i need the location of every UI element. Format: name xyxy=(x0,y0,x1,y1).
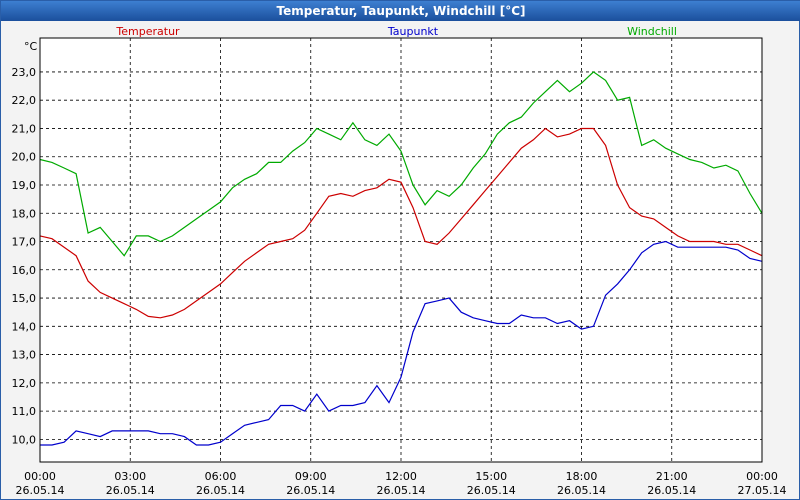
y-tick-label: 12,0 xyxy=(12,377,37,390)
y-tick-label: 18,0 xyxy=(12,207,37,220)
x-tick-time: 12:00 xyxy=(385,470,417,483)
y-tick-label: 17,0 xyxy=(12,236,37,249)
y-tick-label: 22,0 xyxy=(12,94,37,107)
x-tick-time: 00:00 xyxy=(24,470,56,483)
legend-temperatur: Temperatur xyxy=(115,25,180,38)
y-axis-unit: °C xyxy=(24,40,38,53)
title-bar: Temperatur, Taupunkt, Windchill [°C] xyxy=(1,1,800,21)
y-tick-label: 19,0 xyxy=(12,179,37,192)
x-axis: 00:0026.05.1403:0026.05.1406:0026.05.140… xyxy=(16,470,787,497)
legend: Temperatur Taupunkt Windchill xyxy=(115,25,677,38)
x-tick-time: 03:00 xyxy=(114,470,146,483)
series-line-taupunkt xyxy=(40,240,763,446)
series-lines xyxy=(39,71,763,446)
x-tick-date: 26.05.14 xyxy=(377,484,426,497)
series-line-temperatur xyxy=(39,127,763,319)
y-axis: 10,0 11,0 12,0 13,0 14,0 15,0 16,0 17,0 18,0 19,0… xyxy=(12,66,37,446)
x-tick-date: 26.05.14 xyxy=(106,484,155,497)
x-tick-time: 15:00 xyxy=(475,470,507,483)
x-tick-time: 00:00 xyxy=(746,470,778,483)
x-tick-date: 26.05.14 xyxy=(557,484,606,497)
legend-taupunkt: Taupunkt xyxy=(387,25,439,38)
x-tick-date: 26.05.14 xyxy=(286,484,335,497)
x-tick-time: 18:00 xyxy=(566,470,598,483)
y-tick-label: 20,0 xyxy=(12,151,37,164)
x-tick-date: 26.05.14 xyxy=(647,484,696,497)
x-tick-time: 09:00 xyxy=(295,470,327,483)
legend-windchill: Windchill xyxy=(627,25,677,38)
series-line-windchill xyxy=(39,71,763,257)
y-tick-label: 16,0 xyxy=(12,264,37,277)
x-tick-date: 26.05.14 xyxy=(196,484,245,497)
y-tick-label: 14,0 xyxy=(12,320,37,333)
y-tick-label: 21,0 xyxy=(12,122,37,135)
y-tick-label: 10,0 xyxy=(12,433,37,446)
x-tick-date: 27.05.14 xyxy=(738,484,787,497)
plot-border xyxy=(39,37,763,463)
x-tick-time: 06:00 xyxy=(205,470,237,483)
x-tick-time: 21:00 xyxy=(656,470,688,483)
y-tick-label: 13,0 xyxy=(12,349,37,362)
x-tick-date: 26.05.14 xyxy=(467,484,516,497)
y-tick-label: 11,0 xyxy=(12,405,37,418)
y-tick-label: 23,0 xyxy=(12,66,37,79)
grid xyxy=(39,38,763,462)
y-tick-label: 15,0 xyxy=(12,292,37,305)
chart-title: Temperatur, Taupunkt, Windchill [°C] xyxy=(276,4,526,18)
x-tick-date: 26.05.14 xyxy=(16,484,65,497)
